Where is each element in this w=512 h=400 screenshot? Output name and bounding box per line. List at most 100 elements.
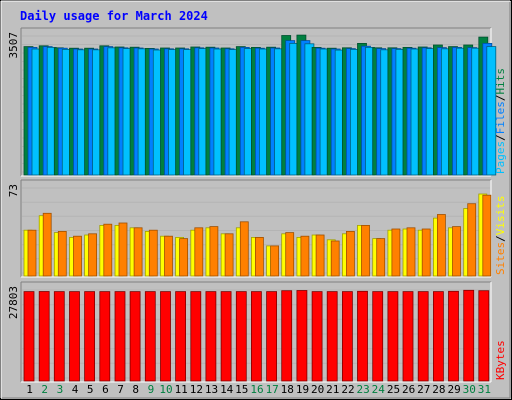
bar-kbytes-day-11 — [175, 291, 187, 382]
legend-kbytes: KBytes — [494, 340, 507, 380]
bar-kbytes-day-9 — [144, 291, 156, 382]
bar-sites-day-8 — [133, 227, 143, 277]
day-label-28: 28 — [432, 383, 445, 396]
bar-kbytes-day-17 — [266, 291, 278, 382]
bar-sites-day-24 — [376, 238, 386, 277]
day-label-29: 29 — [447, 383, 460, 396]
bar-pages-day-31 — [486, 46, 497, 176]
legend-panel-3: KBytes — [494, 340, 507, 380]
bar-sites-day-10 — [164, 235, 173, 277]
day-label-30: 30 — [463, 383, 476, 396]
bar-sites-day-14 — [224, 233, 234, 277]
bar-sites-day-29 — [452, 226, 461, 277]
day-label-7: 7 — [117, 383, 124, 396]
day-label-8: 8 — [132, 383, 139, 396]
day-label-3: 3 — [57, 383, 64, 396]
day-label-5: 5 — [87, 383, 94, 396]
bar-kbytes-day-4 — [69, 291, 80, 382]
day-labels: 1 2 3 4 5 6 7 8 9 10 11 12 13 14 15 16 17 18 19 20 21 22 23 24 2… — [26, 383, 491, 396]
bar-sites-day-26 — [406, 227, 416, 277]
bar-kbytes-day-23 — [357, 290, 368, 382]
bar-sites-day-13 — [209, 226, 219, 277]
bar-kbytes-day-20 — [311, 291, 323, 382]
chart-panels: 3507Pages/Files/Hits73Sites/Visits27803K… — [7, 27, 507, 383]
bar-sites-day-18 — [285, 232, 295, 277]
day-label-2: 2 — [41, 383, 48, 396]
day-label-14: 14 — [220, 383, 234, 396]
bar-sites-day-27 — [421, 228, 431, 277]
bar-kbytes-day-2 — [38, 291, 50, 382]
day-label-20: 20 — [311, 383, 324, 396]
bar-kbytes-day-1 — [23, 291, 35, 382]
bar-sites-day-3 — [57, 230, 67, 277]
chart-title: Daily usage for March 2024 — [20, 9, 208, 23]
bar-kbytes-day-27 — [417, 291, 429, 382]
legend-visits: Visits — [494, 196, 507, 236]
bar-sites-day-17 — [270, 245, 280, 277]
legend-panel-2: Sites/Visits — [494, 196, 507, 276]
panel-2: 73 Sites/Visits — [7, 179, 507, 278]
bar-kbytes-day-15 — [235, 291, 247, 382]
bar-sites-day-20 — [315, 234, 325, 277]
bar-sites-day-15 — [239, 221, 249, 277]
bar-kbytes-day-25 — [387, 291, 399, 382]
bar-kbytes-day-16 — [250, 291, 262, 382]
bar-sites-day-4 — [73, 235, 82, 277]
y-max-label: 27803 — [7, 286, 20, 319]
legend-files: Files — [494, 101, 507, 134]
day-label-1: 1 — [26, 383, 33, 396]
day-label-4: 4 — [72, 383, 79, 396]
bar-kbytes-day-28 — [432, 291, 444, 382]
day-label-6: 6 — [102, 383, 109, 396]
y-max-label: 73 — [7, 184, 20, 197]
bar-sites-day-25 — [391, 228, 401, 277]
bar-kbytes-day-26 — [402, 291, 414, 382]
day-label-16: 16 — [250, 383, 263, 396]
bar-sites-day-16 — [254, 236, 264, 277]
bar-sites-day-30 — [467, 203, 477, 277]
bar-kbytes-day-14 — [220, 291, 232, 382]
bar-sites-day-1 — [27, 229, 37, 277]
day-label-9: 9 — [148, 383, 155, 396]
panel-1: 3507 Pages/Files/Hits — [7, 27, 507, 177]
legend-pages: Pages — [494, 141, 507, 174]
day-label-13: 13 — [205, 383, 218, 396]
bar-sites-day-6 — [103, 223, 113, 277]
bar-sites-day-7 — [118, 222, 128, 277]
day-label-10: 10 — [159, 383, 172, 396]
day-label-31: 31 — [478, 383, 491, 396]
legend-separator: / — [494, 134, 507, 141]
day-label-27: 27 — [417, 383, 430, 396]
bar-kbytes-day-31 — [478, 290, 490, 382]
day-label-25: 25 — [387, 383, 400, 396]
legend-sites: Sites — [494, 242, 507, 275]
legend-panel-1: Pages/Files/Hits — [494, 68, 507, 174]
bar-sites-day-2 — [42, 212, 52, 277]
bar-sites-day-11 — [179, 238, 189, 277]
bar-kbytes-day-7 — [114, 291, 126, 382]
bar-kbytes-day-6 — [99, 291, 111, 382]
y-max-label: 3507 — [7, 32, 20, 59]
bar-sites-day-23 — [361, 224, 370, 277]
bar-kbytes-day-3 — [53, 291, 65, 382]
bar-kbytes-day-21 — [326, 291, 338, 382]
bar-sites-day-9 — [148, 229, 158, 277]
day-label-24: 24 — [372, 383, 386, 396]
bar-kbytes-day-30 — [463, 289, 475, 382]
day-label-21: 21 — [326, 383, 339, 396]
bar-kbytes-day-22 — [341, 291, 353, 382]
legend-separator: / — [494, 235, 507, 242]
day-label-18: 18 — [281, 383, 294, 396]
day-label-11: 11 — [175, 383, 188, 396]
day-label-23: 23 — [356, 383, 369, 396]
bar-sites-day-31 — [482, 194, 492, 277]
bar-kbytes-day-13 — [205, 291, 217, 382]
bar-sites-day-19 — [300, 235, 310, 277]
bar-sites-day-5 — [88, 233, 97, 277]
bar-kbytes-day-8 — [129, 291, 141, 382]
bar-sites-day-12 — [194, 227, 204, 277]
bar-sites-day-21 — [330, 240, 340, 277]
day-label-17: 17 — [266, 383, 279, 396]
bar-kbytes-day-5 — [84, 291, 95, 382]
bar-kbytes-day-12 — [190, 291, 202, 382]
